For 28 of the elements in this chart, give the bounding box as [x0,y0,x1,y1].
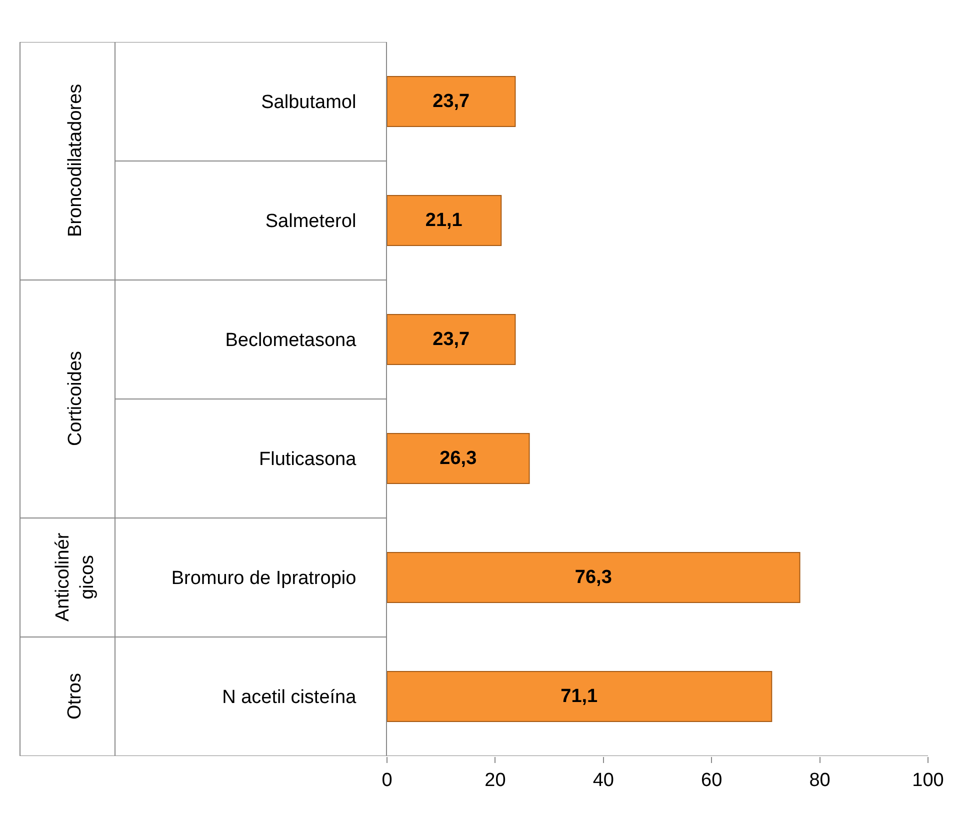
x-tick-label: 20 [484,770,506,791]
bar [387,76,516,127]
data-label: 26,3 [440,448,477,469]
data-label: 23,7 [432,91,470,112]
text: Corticoides [65,350,86,446]
data-label: 23,7 [432,329,470,350]
x-tick-label: 0 [382,770,392,791]
y-tick-label: Salmeterol [265,211,356,232]
x-tick-label: 40 [592,770,614,791]
text: Anticolinér gicos [52,532,98,622]
data-label: 21,1 [425,210,463,231]
bar [387,671,772,722]
y-tick-label: Fluticasona [259,449,357,470]
x-tick-label: 80 [809,770,830,791]
x-tick-label: 100 [912,770,944,791]
x-tick-label: 60 [701,770,722,791]
y-tick-label: N acetil cisteína [222,687,357,708]
data-label: 71,1 [560,686,598,707]
bar [387,552,800,603]
y-tick-label: Bromuro de Ipratropio [171,568,356,590]
text: Otros [64,673,86,720]
bar [387,195,502,246]
y-tick-label: Salbutamol [261,92,356,114]
bar [387,314,516,365]
y-tick-label: Beclometasona [225,330,357,352]
bar [387,433,530,484]
text: Broncodilatadores [65,84,86,237]
data-label: 76,3 [574,567,612,588]
